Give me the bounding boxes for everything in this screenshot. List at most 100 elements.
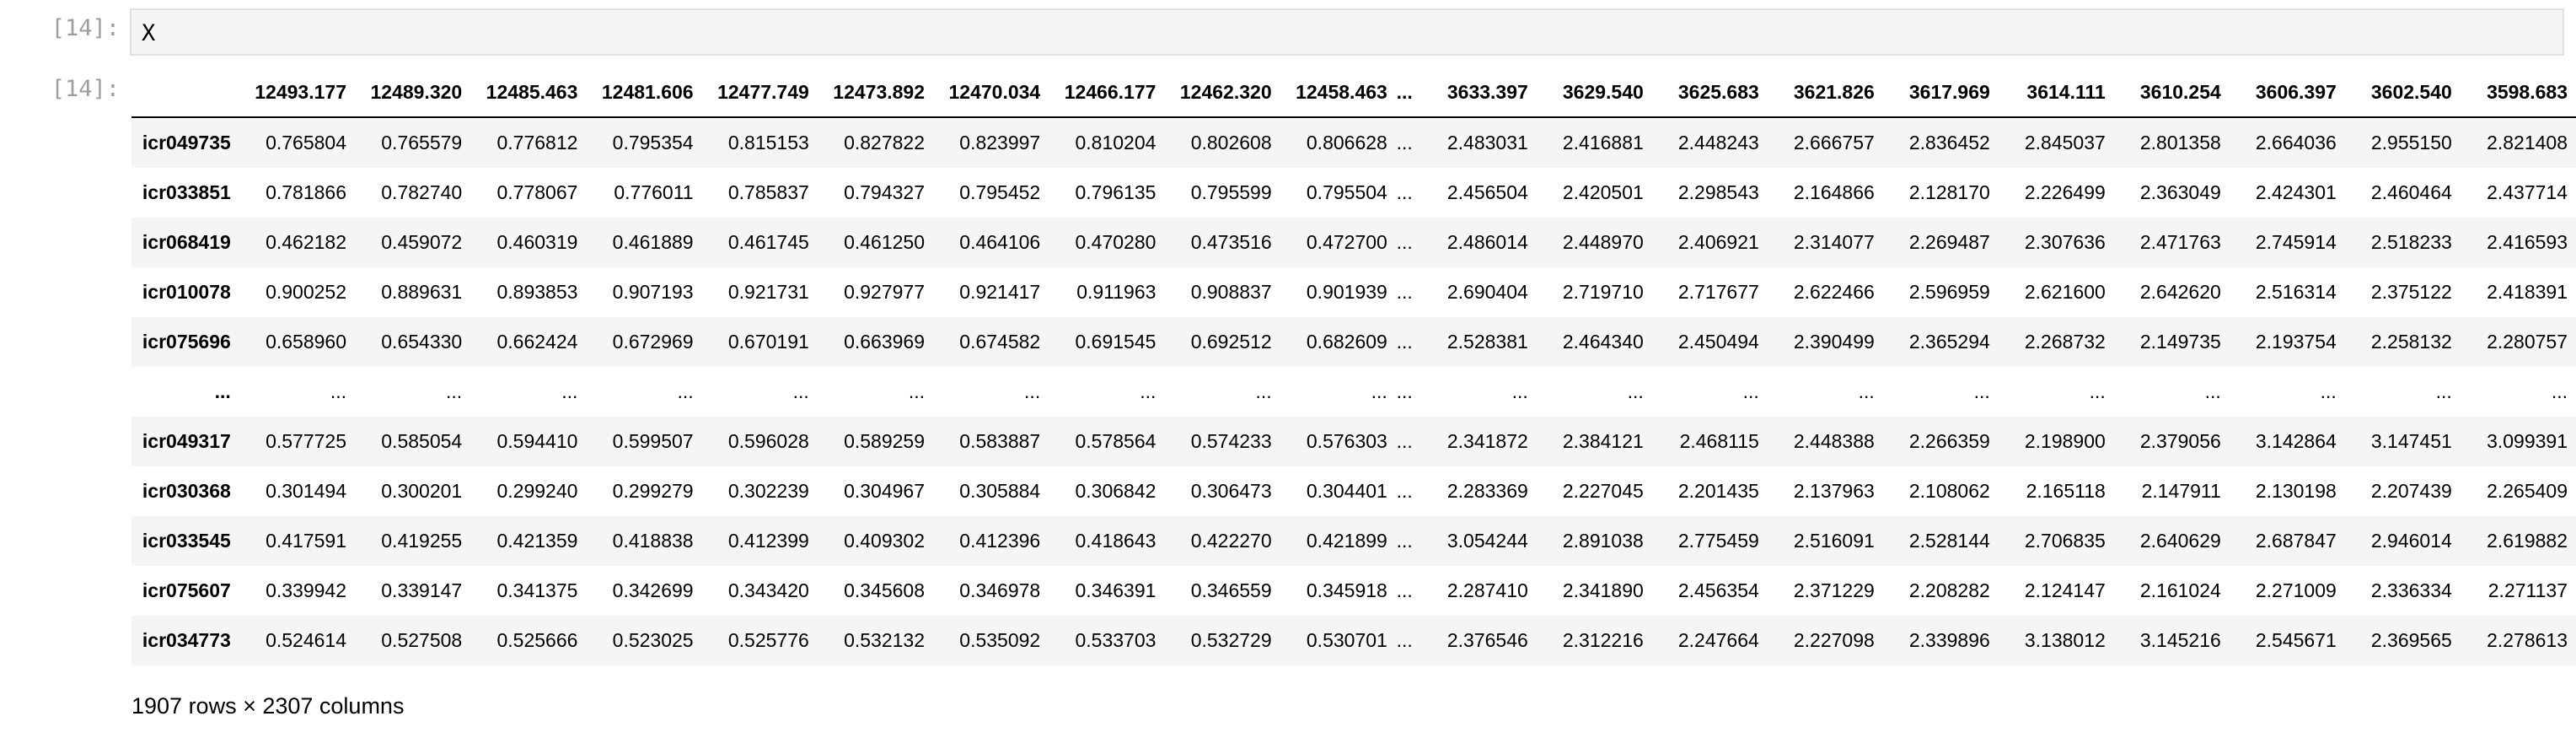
table-cell: 2.468115 [1679,430,1759,452]
table-cell: 2.365294 [1908,331,1990,353]
table-cell: 0.461250 [844,231,926,253]
table-cell: 2.418391 [2487,281,2568,303]
table-cell: 0.421899 [1306,530,1387,552]
table-cell: 0.795599 [1190,181,1272,203]
table-cell: 2.376546 [1446,629,1528,651]
table-cell: ... [1742,380,1759,402]
table-cell: 2.341890 [1562,579,1644,601]
row-index: icr068419 [142,231,231,253]
table-cell: 2.266359 [1908,430,1990,452]
table-cell: 2.312216 [1562,629,1644,651]
table-cell: 2.298543 [1677,181,1759,203]
table-cell: 2.375122 [2370,281,2452,303]
table-cell: 0.765579 [381,132,463,153]
code-input-cell[interactable]: X [130,8,2564,56]
table-cell: 0.304967 [844,480,926,502]
column-header: 12458.463 [1280,67,1396,118]
table-cell: ... [2204,380,2221,402]
table-cell: 3.142864 [2255,430,2337,452]
column-header: 12477.749 [701,67,818,118]
table-cell: 2.269487 [1908,231,1990,253]
row-index: icr075696 [142,331,231,353]
table-cell: 0.299279 [612,480,694,502]
table-cell: 0.346978 [959,579,1041,601]
column-header: 12466.177 [1049,67,1165,118]
table-cell: 0.795354 [612,132,694,153]
table-cell: 0.765804 [266,132,346,153]
table-cell: 0.339147 [381,579,463,601]
table-cell: 2.161024 [2139,579,2221,601]
table-cell: ... [446,380,463,402]
column-header: 12462.320 [1164,67,1280,118]
table-cell: 0.911963 [1076,281,1157,303]
table-cell: 2.283369 [1446,480,1528,502]
table-cell: 0.342699 [612,579,694,601]
table-cell: 2.717677 [1677,281,1759,303]
table-cell: 0.691545 [1075,331,1157,353]
table-cell: ... [1396,331,1413,353]
row-index: icr033545 [142,530,231,552]
table-cell: 2.379056 [2139,430,2221,452]
table-cell: ... [1396,281,1413,303]
output-prompt: [14]: [51,76,120,102]
table-cell: 2.193754 [2255,331,2337,353]
column-header: 12485.463 [470,67,587,118]
row-index: icr034773 [142,629,231,651]
table-cell: 0.460319 [496,231,578,253]
table-cell: 2.640629 [2139,530,2221,552]
table-cell: ... [1140,380,1157,402]
table-cell: 0.654330 [381,331,463,353]
table-row: ........................................… [131,367,2576,417]
table-cell: 2.280757 [2487,331,2568,353]
table-cell: 0.524614 [266,629,346,651]
table-cell: 0.339942 [266,579,346,601]
table-cell: 2.666757 [1793,132,1875,153]
table-cell: 2.406921 [1677,231,1759,253]
table-cell: 0.594410 [496,430,578,452]
table-cell: 0.585054 [381,430,463,452]
table-cell: 0.523025 [612,629,694,651]
table-cell: 0.778067 [496,181,578,203]
table-cell: ... [561,380,578,402]
table-cell: 0.417591 [266,530,346,552]
table-cell: 2.108062 [1908,480,1990,502]
table-cell: 2.336334 [2370,579,2452,601]
table-cell: 0.802608 [1190,132,1272,153]
table-cell: 0.464106 [959,231,1041,253]
table-cell: 2.124147 [2024,579,2106,601]
table-cell: 2.258132 [2370,331,2452,353]
table-row: icr033545 0.417591 0.419255 0.421359 0.41883… [131,516,2576,566]
column-header: 3621.826 [1767,67,1883,118]
table-cell: 0.583887 [959,430,1041,452]
table-cell: 0.412396 [959,530,1041,552]
table-row: icr010078 0.900252 0.889631 0.893853 0.90719… [131,267,2576,317]
table-cell: ... [1396,231,1413,253]
table-cell: 2.271009 [2255,579,2337,601]
table-cell: 0.776812 [496,132,578,153]
row-index: icr049317 [142,430,231,452]
table-cell: 2.719710 [1562,281,1644,303]
dataframe-table: 12493.177 12489.320 12485.463 12481.606 1247… [131,67,2576,665]
table-cell: 0.578564 [1075,430,1157,452]
table-cell: 2.545671 [2255,629,2337,651]
table-cell: 2.516314 [2255,281,2337,303]
table-row: icr049735 0.765804 0.765579 0.776812 0.79535… [131,117,2576,168]
table-cell: 2.265409 [2487,480,2568,502]
table-cell: 2.420501 [1562,181,1644,203]
table-cell: ... [1396,579,1413,601]
table-cell: 2.946014 [2370,530,2452,552]
table-cell: 0.827822 [844,132,926,153]
row-index: ... [214,380,231,402]
table-cell: 2.390499 [1793,331,1875,353]
table-cell: 0.908837 [1190,281,1272,303]
table-cell: 2.821408 [2487,132,2568,153]
table-cell: 0.422270 [1190,530,1272,552]
table-cell: ... [2320,380,2337,402]
table-cell: 0.663969 [844,331,926,353]
table-cell: 0.599507 [612,430,694,452]
table-cell: 2.471763 [2139,231,2221,253]
table-cell: 0.781866 [266,181,346,203]
table-cell: ... [2089,380,2106,402]
row-index: icr033851 [142,181,231,203]
table-cell: 0.418643 [1075,530,1157,552]
